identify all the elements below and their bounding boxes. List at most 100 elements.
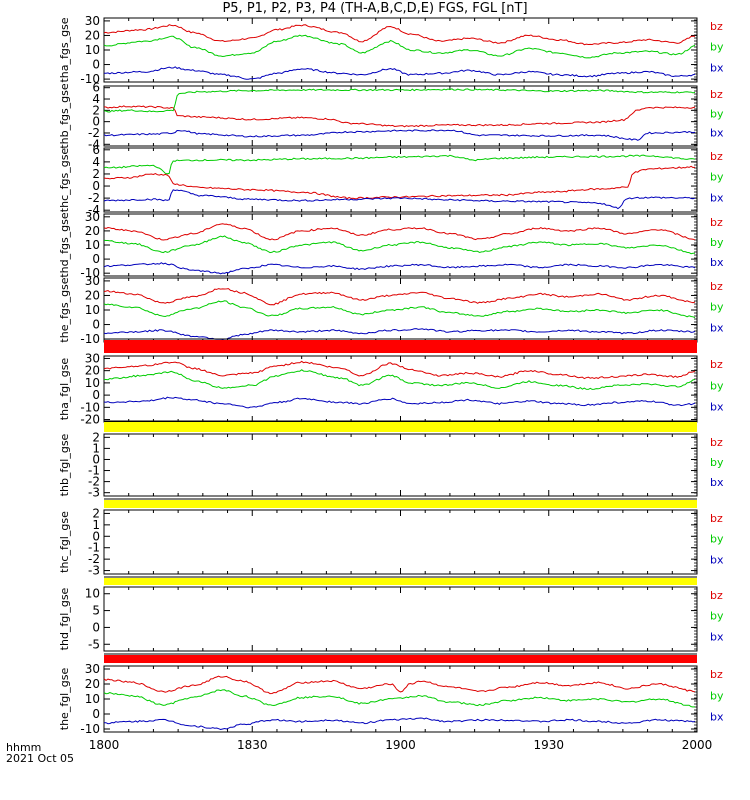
y-tick-label: -10 [80, 400, 100, 414]
series-bz [103, 223, 696, 241]
panel-frame [103, 509, 698, 575]
legend-bz: bz [710, 512, 723, 525]
series-by [103, 689, 696, 708]
y-tick-label: 1 [92, 518, 100, 532]
legend-by: by [710, 379, 724, 392]
y-tick-label: -20 [80, 413, 100, 427]
legend-by: by [710, 689, 724, 702]
legend-bz: bz [710, 88, 723, 101]
y-tick-label: 30 [85, 662, 100, 676]
panel-frame [103, 433, 698, 497]
y-tick-label: 4 [92, 155, 100, 169]
series-by [103, 34, 696, 59]
x-tick-label: 1800 [89, 738, 120, 752]
time-axis-label: hhmm [6, 741, 42, 754]
y-tick-label: -3 [88, 564, 100, 578]
y-tick-label: -4 [88, 203, 100, 217]
panel-frame [103, 586, 698, 652]
x-tick-label: 1900 [385, 738, 416, 752]
x-tick-label: 1930 [533, 738, 564, 752]
y-tick-label: 4 [92, 92, 100, 106]
series-bx [103, 262, 696, 275]
y-tick-label: 5 [92, 604, 100, 618]
legend-by: by [710, 456, 724, 469]
panel-ylabel: tha_fgs_gse [58, 17, 71, 82]
series-by [103, 235, 695, 255]
y-tick-label: -2 [88, 126, 100, 140]
legend-bz: bz [710, 20, 723, 33]
y-tick-label: 10 [85, 692, 100, 706]
legend-bz: bz [710, 150, 723, 163]
legend-bz: bz [710, 216, 723, 229]
legend-bx: bx [710, 401, 724, 414]
status-bar-red [104, 340, 697, 353]
x-tick-label: 2000 [682, 738, 713, 752]
y-tick-label: 0 [92, 388, 100, 402]
y-tick-label: 2 [92, 506, 100, 520]
series-bx [103, 328, 696, 341]
chart-title: P5, P1, P2, P3, P4 (TH-A,B,C,D,E) FGS, F… [222, 1, 528, 16]
panel-frame [103, 355, 698, 423]
y-tick-label: 10 [85, 376, 100, 390]
status-bar-yellow [104, 578, 697, 585]
y-tick-label: 30 [85, 274, 100, 288]
series-bz [103, 24, 695, 46]
panel-frame [103, 85, 698, 147]
panel-ylabel: thc_fgl_gse [58, 511, 71, 573]
y-tick-label: 20 [85, 677, 100, 691]
y-tick-label: 10 [85, 587, 100, 601]
series-bx [103, 717, 696, 731]
y-tick-label: 0 [92, 58, 100, 72]
y-tick-label: 20 [85, 28, 100, 42]
legend-by: by [710, 533, 724, 546]
y-tick-label: 1 [92, 441, 100, 455]
y-tick-label: -4 [88, 137, 100, 151]
series-bx [103, 66, 696, 80]
series-bz [103, 105, 696, 128]
series-bz [103, 675, 696, 695]
date-label: 2021 Oct 05 [6, 752, 75, 765]
series-by [103, 154, 696, 175]
legend-by: by [710, 107, 724, 120]
series-by [103, 369, 696, 390]
y-tick-label: -2 [88, 191, 100, 205]
legend-by: by [710, 41, 724, 54]
y-tick-label: -10 [80, 722, 100, 736]
panel-thb_fgl_gse: 210-1-2-3 thb_fgl_gse bz by bx [58, 430, 724, 499]
y-tick-label: -5 [88, 637, 100, 651]
panel-frame [103, 17, 698, 83]
y-tick-label: 2 [92, 167, 100, 181]
legend-bx: bx [710, 321, 724, 334]
y-tick-label: 30 [85, 14, 100, 28]
y-tick-label: 0 [92, 318, 100, 332]
legend-bz: bz [710, 668, 723, 681]
y-tick-label: 2 [92, 103, 100, 117]
legend-bx: bx [710, 191, 724, 204]
legend-bx: bx [710, 711, 724, 724]
y-tick-label: 20 [85, 224, 100, 238]
series-bz [103, 360, 696, 380]
y-tick-label: 30 [85, 351, 100, 365]
status-bar-yellow [104, 500, 697, 508]
panel-thd_fgl_gse: 10 5 0 -5 thd_fgl_gse bz by bx [58, 586, 724, 652]
series-bz [103, 165, 696, 200]
panel-ylabel: thc_fgs_gse [58, 148, 71, 213]
y-tick-label: -10 [80, 72, 100, 86]
series-bz [103, 288, 696, 306]
y-tick-label: 0 [92, 707, 100, 721]
y-tick-label: 20 [85, 364, 100, 378]
legend-bx: bx [710, 61, 724, 74]
y-tick-label: 10 [85, 238, 100, 252]
panel-frame [103, 665, 698, 733]
panel-ylabel: thb_fgl_gse [58, 433, 71, 496]
legend-bx: bx [710, 630, 724, 643]
y-tick-label: 20 [85, 288, 100, 302]
y-tick-label: -1 [88, 541, 100, 555]
series-bx [103, 129, 696, 141]
legend-by: by [710, 171, 724, 184]
legend-bz: bz [710, 358, 723, 371]
